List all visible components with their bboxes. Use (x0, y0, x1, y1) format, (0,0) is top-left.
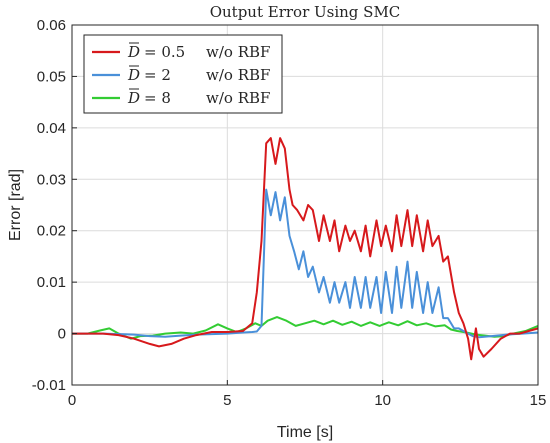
y-tick-label: 0.05 (37, 68, 66, 85)
legend-value: = 8 (144, 89, 171, 107)
series-line-3 (72, 316, 538, 340)
legend-suffix: w/o RBF (206, 66, 270, 84)
legend-entry: D = 0.5 w/o RBF (127, 43, 270, 61)
x-tick-label: 10 (374, 392, 391, 409)
y-tick-label: 0.06 (37, 17, 66, 34)
y-tick-label: 0.03 (37, 171, 66, 188)
y-tick-label: 0 (58, 326, 66, 343)
y-tick-label: 0.01 (37, 274, 66, 291)
legend-variable: D (127, 43, 140, 61)
y-tick-label: 0.02 (37, 223, 66, 240)
legend-value: = 2 (144, 66, 171, 84)
legend-suffix: w/o RBF (206, 89, 270, 107)
y-tick-label: 0.04 (37, 120, 66, 137)
y-axis-label: Error [rad] (7, 169, 24, 241)
x-tick-label: 0 (68, 392, 76, 409)
legend-entry: D = 8 w/o RBF (127, 89, 270, 107)
x-tick-label: 15 (530, 392, 547, 409)
legend-suffix: w/o RBF (206, 43, 270, 61)
legend-variable: D (127, 89, 140, 107)
x-axis-label: Time [s] (277, 424, 333, 441)
grid-lines (71, 24, 539, 386)
x-tick-label: 5 (223, 392, 231, 409)
series-line-2 (72, 188, 538, 339)
series-layer (72, 137, 538, 361)
legend-entry: D = 2 w/o RBF (127, 66, 270, 84)
y-tick-label: -0.01 (32, 377, 66, 394)
legend-value: = 0.5 (144, 43, 185, 61)
series-line-1 (72, 137, 538, 361)
chart-title: Output Error Using SMC (210, 3, 401, 21)
plot-frame (71, 24, 539, 386)
legend-variable: D (127, 66, 140, 84)
